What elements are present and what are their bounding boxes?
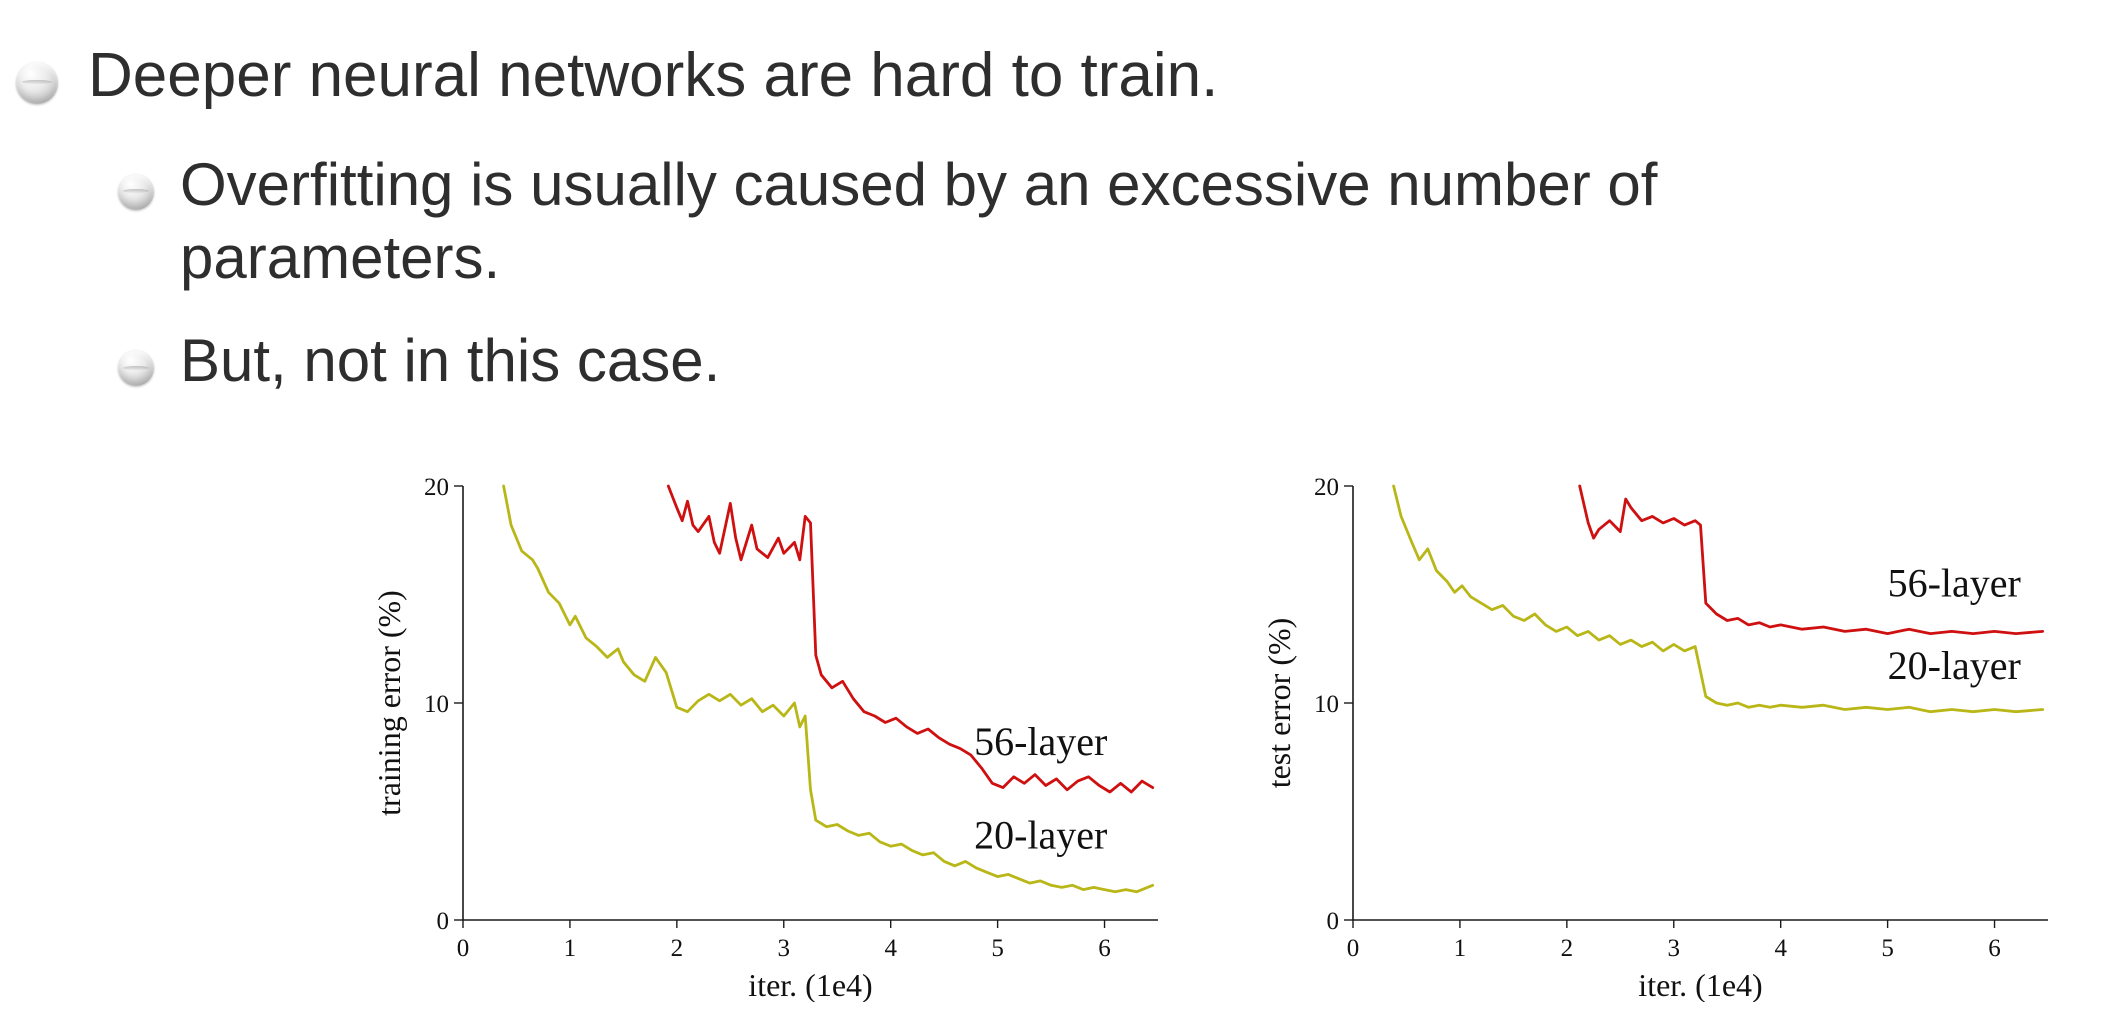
- x-tick-label: 0: [457, 935, 470, 962]
- x-tick-label: 1: [1454, 935, 1467, 962]
- x-tick-label: 6: [1098, 935, 1111, 962]
- y-axis-label: test error (%): [1261, 618, 1297, 789]
- sphere-bullet-icon: [118, 173, 154, 210]
- y-tick-label: 0: [437, 908, 450, 935]
- bullet-list: Deeper neural networks are hard to train…: [0, 0, 2112, 397]
- x-tick-label: 1: [564, 935, 577, 962]
- y-axis-label: training error (%): [371, 590, 407, 816]
- bullet-line: parameters.: [180, 223, 501, 291]
- x-tick-label: 4: [1774, 935, 1787, 962]
- x-tick-label: 2: [1561, 935, 1574, 962]
- x-tick-label: 2: [671, 935, 684, 962]
- x-tick-label: 5: [991, 935, 1004, 962]
- series-line-56-layer: [1578, 484, 2045, 636]
- bullet-text: But, not in this case.: [180, 324, 720, 397]
- charts-row: 0 10 20 0 1 2 3 4 5 6 training error (%) iter. (1e4…: [368, 472, 2058, 1002]
- y-tick-label: 10: [1314, 691, 1339, 718]
- series-line-20-layer: [502, 484, 1155, 894]
- x-tick-label: 5: [1881, 935, 1894, 962]
- x-tick-label: 0: [1347, 935, 1360, 962]
- x-tick-label: 3: [1668, 935, 1681, 962]
- test-error-chart: 0 10 20 0 1 2 3 4 5 6 test error (%) iter. (1e4) 20-…: [1261, 474, 2048, 1002]
- x-tick-label: 6: [1988, 935, 2001, 962]
- axes: [1352, 486, 2048, 921]
- series-label-56-layer: 56-layer: [974, 719, 1107, 764]
- x-axis-label: iter. (1e4): [748, 967, 872, 1002]
- bullet-item-3: But, not in this case.: [118, 324, 2112, 397]
- bullet-line: Overfitting is usually caused by an exce…: [180, 150, 1658, 218]
- y-tick-label: 0: [1327, 908, 1340, 935]
- sphere-bullet-icon: [118, 350, 154, 386]
- x-tick-label: 3: [778, 935, 791, 962]
- bullet-item-1: Deeper neural networks are hard to train…: [16, 38, 2112, 114]
- y-tick-label: 10: [424, 691, 449, 718]
- series-label-20-layer: 20-layer: [974, 812, 1107, 857]
- bullet-text: Deeper neural networks are hard to train…: [88, 38, 1218, 114]
- x-tick-label: 4: [884, 935, 897, 962]
- bullet-line: But, not in this case.: [180, 327, 721, 394]
- bullet-line: Deeper neural networks are hard to train…: [88, 41, 1219, 110]
- y-tick-label: 20: [424, 474, 449, 501]
- training-error-chart: 0 10 20 0 1 2 3 4 5 6 training error (%) iter. (1e4…: [371, 474, 1158, 1002]
- sphere-bullet-icon: [16, 62, 58, 104]
- series-label-20-layer: 20-layer: [1888, 643, 2021, 688]
- y-tick-label: 20: [1314, 474, 1339, 501]
- series-line-56-layer: [666, 484, 1155, 794]
- series-line-20-layer: [1392, 484, 2045, 714]
- x-axis-label: iter. (1e4): [1638, 967, 1762, 1002]
- series-label-56-layer: 56-layer: [1888, 561, 2021, 606]
- bullet-text: Overfitting is usually caused by an exce…: [180, 148, 1657, 294]
- bullet-item-2: Overfitting is usually caused by an exce…: [118, 148, 2112, 294]
